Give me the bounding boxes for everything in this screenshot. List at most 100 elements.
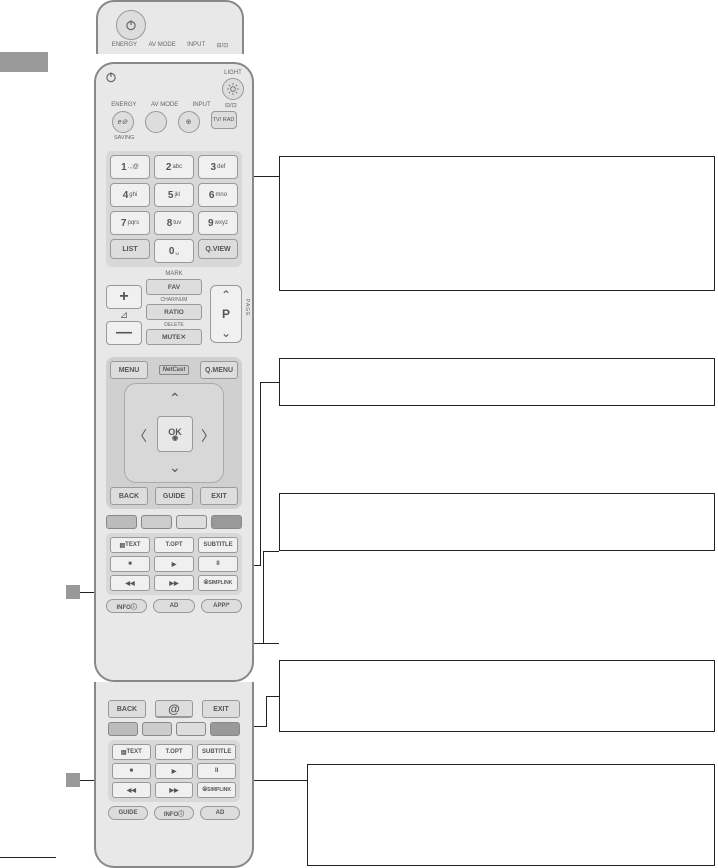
marker-text-2 [66,773,80,787]
topt-button[interactable]: T.OPT [154,537,194,553]
energy-saving-button[interactable]: e⊘ [112,111,134,133]
stop-button-2[interactable]: ■ [112,763,151,779]
fav-button[interactable]: FAV [146,279,202,295]
arrow-down[interactable]: ⌄ [169,459,181,476]
num-5[interactable]: 5jkl [154,183,194,207]
leader-3t [263,551,279,552]
back-button-2[interactable]: BACK [108,700,146,718]
pause-button-2[interactable]: II [197,763,236,779]
num-9[interactable]: 9wxyz [198,211,238,235]
blue-button[interactable] [211,515,242,529]
marker-text [66,585,80,599]
label-avmode: AV MODE [148,42,175,49]
exit-button[interactable]: EXIT [200,487,238,505]
rewind-button-2[interactable]: ◀◀ [112,782,151,798]
page-side-tab [0,52,48,72]
qview-button[interactable]: Q.VIEW [198,239,238,259]
callout-3 [279,493,715,551]
text-button[interactable]: ▤TEXT [110,537,150,553]
page-rocker: ⌃ P ⌄ [210,285,242,343]
at-button[interactable]: @ [155,700,193,718]
list-button[interactable]: LIST [110,239,150,259]
num-1[interactable]: 1.,;@ [110,155,150,179]
power-button[interactable] [104,70,132,98]
green-button[interactable] [141,515,172,529]
dpad: OK◉ ⌃ ⌄ 〈 〉 [124,383,224,483]
mute-button[interactable]: MUTE ✕ [146,329,202,345]
arrow-up[interactable]: ⌃ [169,390,181,407]
ratio-button[interactable]: RATIO [146,304,202,320]
red-button[interactable] [106,515,137,529]
info-button[interactable]: INFOⓘ [106,599,147,613]
simplink-button-2[interactable]: ⦾SIMPLINK [197,782,236,798]
subtitle-button[interactable]: SUBTITLE [198,537,238,553]
num-0[interactable]: 0␣ [154,239,194,263]
ok-button[interactable]: OK◉ [157,416,193,452]
num-6[interactable]: 6mno [198,183,238,207]
green-button-2[interactable] [142,722,172,736]
callout-2 [279,358,715,406]
play-button-2[interactable]: ▶ [155,763,194,779]
leader-5 [252,780,307,781]
text-button-2[interactable]: ▤TEXT [112,744,151,760]
power-button-top[interactable] [116,10,146,40]
ffwd-button[interactable]: ▶▶ [154,575,194,591]
guide-button-2[interactable]: GUIDE [108,806,148,820]
leader-4v [266,696,267,726]
leader-2 [260,382,279,383]
back-button[interactable]: BACK [110,487,148,505]
num-4[interactable]: 4ghi [110,183,150,207]
page-label: PAGE [244,299,250,317]
app-button[interactable]: APP/* [201,599,242,613]
page-down[interactable]: ⌄ [221,326,231,340]
topt-button-2[interactable]: T.OPT [155,744,194,760]
yellow-button-2[interactable] [176,722,206,736]
light-button[interactable] [222,78,244,100]
ad-button[interactable]: AD [153,599,194,613]
guide-button[interactable]: GUIDE [155,487,193,505]
vol-up[interactable]: + [106,285,142,309]
yellow-button[interactable] [176,515,207,529]
vol-down[interactable]: — [106,321,142,345]
leader-3-conn [263,551,264,643]
leader-2v [260,382,261,565]
label-input-2: INPUT [193,102,211,109]
cc-icon-2: ⊟/⊡ [225,102,237,109]
tv-rad-button[interactable]: TV/ RAD [211,111,237,129]
info-button-2[interactable]: INFOⓘ [154,806,194,820]
stop-button[interactable]: ■ [110,556,150,572]
netcast-button[interactable]: NetCast [159,365,190,375]
red-button-2[interactable] [108,722,138,736]
num-2[interactable]: 2abc [154,155,194,179]
exit-button-2[interactable]: EXIT [202,700,240,718]
arrow-left[interactable]: 〈 [133,426,147,446]
num-3[interactable]: 3def [198,155,238,179]
dpad-section: MENU NetCast Q.MENU OK◉ ⌃ ⌄ 〈 〉 BACK GUI… [106,357,242,509]
callout-1 [279,156,715,291]
label-input: INPUT [187,42,205,49]
p-label: P [222,307,230,321]
arrow-right[interactable]: 〉 [201,426,215,446]
qmenu-button[interactable]: Q.MENU [200,361,238,379]
page-up[interactable]: ⌃ [221,288,231,302]
mark-label: MARK [96,271,252,277]
top-partial-labels: ENERGY AV MODE INPUT ⊟/⊡ [106,42,234,49]
light-icon [226,82,240,96]
pause-button[interactable]: II [198,556,238,572]
av-mode-button[interactable] [145,111,167,133]
num-8[interactable]: 8tuv [154,211,194,235]
remote-main: LIGHT ENERGY AV MODE INPUT ⊟/⊡ e⊘ ⊕ TV/ … [94,62,254,682]
num-7[interactable]: 7pqrs [110,211,150,235]
input-button[interactable]: ⊕ [178,111,200,133]
menu-button[interactable]: MENU [110,361,148,379]
subtitle-button-2[interactable]: SUBTITLE [197,744,236,760]
play-button[interactable]: ▶ [154,556,194,572]
ad-button-2[interactable]: AD [200,806,240,820]
simplink-button[interactable]: ⦾SIMPLINK [198,575,238,591]
ffwd-button-2[interactable]: ▶▶ [155,782,194,798]
blue-button-2[interactable] [210,722,240,736]
charnum-label: CHAR/NUM [146,297,202,303]
callout-5 [307,764,715,866]
rewind-button[interactable]: ◀◀ [110,575,150,591]
label-energy: ENERGY [112,42,137,49]
